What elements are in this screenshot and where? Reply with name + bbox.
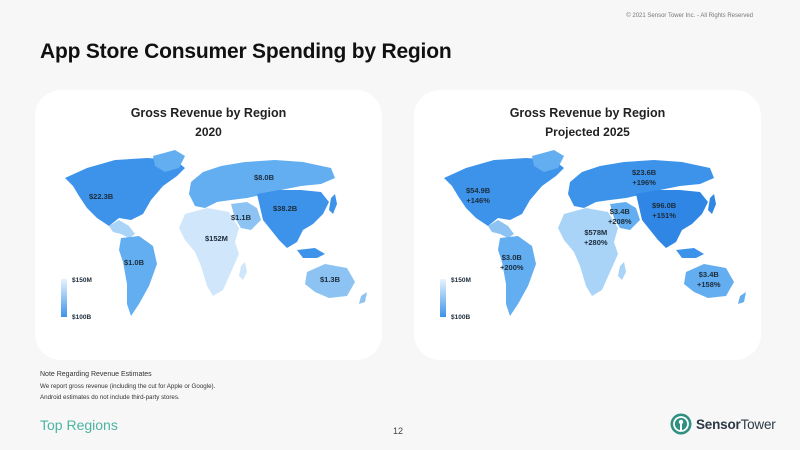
region-southeast-asia-islands <box>297 248 325 258</box>
label-africa: $578M +280% <box>584 228 608 247</box>
color-scale-bar <box>440 279 446 317</box>
legend-top-label: $150M <box>72 277 92 284</box>
region-oceania <box>684 264 734 298</box>
card-title: Gross Revenue by Region <box>509 106 666 120</box>
region-southeast-asia-islands <box>676 248 704 258</box>
color-scale-bar <box>61 279 67 317</box>
sensor-tower-logo-icon <box>670 413 692 435</box>
region-new-zealand <box>359 292 367 304</box>
label-oceania: $1.3B <box>320 275 341 284</box>
legend-top-label: $150M <box>451 277 471 284</box>
world-map-2025 <box>444 150 746 316</box>
note-line-1: We report gross revenue (including the c… <box>40 383 216 390</box>
label-north-america: $22.3B <box>89 192 114 201</box>
legend-bottom-label: $100B <box>72 314 92 321</box>
region-madagascar <box>618 262 626 280</box>
region-central-america <box>488 220 514 238</box>
region-new-zealand <box>738 292 746 304</box>
label-europe-russia: $8.0B <box>254 173 275 182</box>
card-subtitle: Projected 2025 <box>545 125 630 139</box>
region-middle-east <box>231 202 261 230</box>
region-middle-east <box>610 202 640 230</box>
region-europe-russia <box>568 160 714 208</box>
label-europe-russia: $23.6B +196% <box>632 168 657 187</box>
label-asia: $38.2B <box>273 204 298 213</box>
region-north-america <box>65 158 185 226</box>
label-latin-america: $1.0B <box>124 258 145 267</box>
region-madagascar <box>239 262 247 280</box>
label-middle-east: $1.1B <box>231 213 252 222</box>
legend-bottom-label: $100B <box>451 314 471 321</box>
page-number: 12 <box>393 426 404 436</box>
region-japan <box>329 194 337 214</box>
label-oceania: $3.4B +158% <box>697 270 721 289</box>
footer-section-title: Top Regions <box>40 417 118 433</box>
label-asia: $96.0B +151% <box>652 201 677 220</box>
label-africa: $152M <box>205 234 228 243</box>
region-oceania <box>305 264 355 298</box>
region-greenland <box>532 150 564 172</box>
label-north-america: $54.9B +146% <box>466 186 491 205</box>
region-north-america <box>444 158 564 226</box>
region-japan <box>708 194 716 214</box>
label-latin-america: $3.0B +200% <box>500 253 524 272</box>
label-middle-east: $3.4B +208% <box>608 207 632 226</box>
world-map-2020 <box>65 150 367 316</box>
region-south-america <box>498 236 536 316</box>
region-europe-russia <box>189 160 335 208</box>
map-card-2025: Gross Revenue by Region Projected 2025 $… <box>414 90 761 360</box>
region-africa <box>558 208 618 296</box>
map-card-2020: Gross Revenue by Region 2020 $22.3B $1.0… <box>35 90 382 360</box>
copyright-notice: © 2021 Sensor Tower Inc. - All Rights Re… <box>626 13 753 19</box>
region-central-america <box>109 220 135 238</box>
region-africa <box>179 208 239 296</box>
region-asia <box>257 190 329 248</box>
note-line-2: Android estimates do not include third-p… <box>40 394 180 401</box>
card-subtitle: 2020 <box>195 125 222 139</box>
note-title: Note Regarding Revenue Estimates <box>40 371 152 378</box>
logo-wordmark: SensorTower <box>696 417 776 432</box>
region-south-america <box>119 236 157 316</box>
region-greenland <box>153 150 185 172</box>
card-title: Gross Revenue by Region <box>130 106 287 120</box>
sensor-tower-logo: SensorTower <box>670 413 776 439</box>
page-title: App Store Consumer Spending by Region <box>40 40 452 63</box>
region-asia <box>636 190 708 248</box>
